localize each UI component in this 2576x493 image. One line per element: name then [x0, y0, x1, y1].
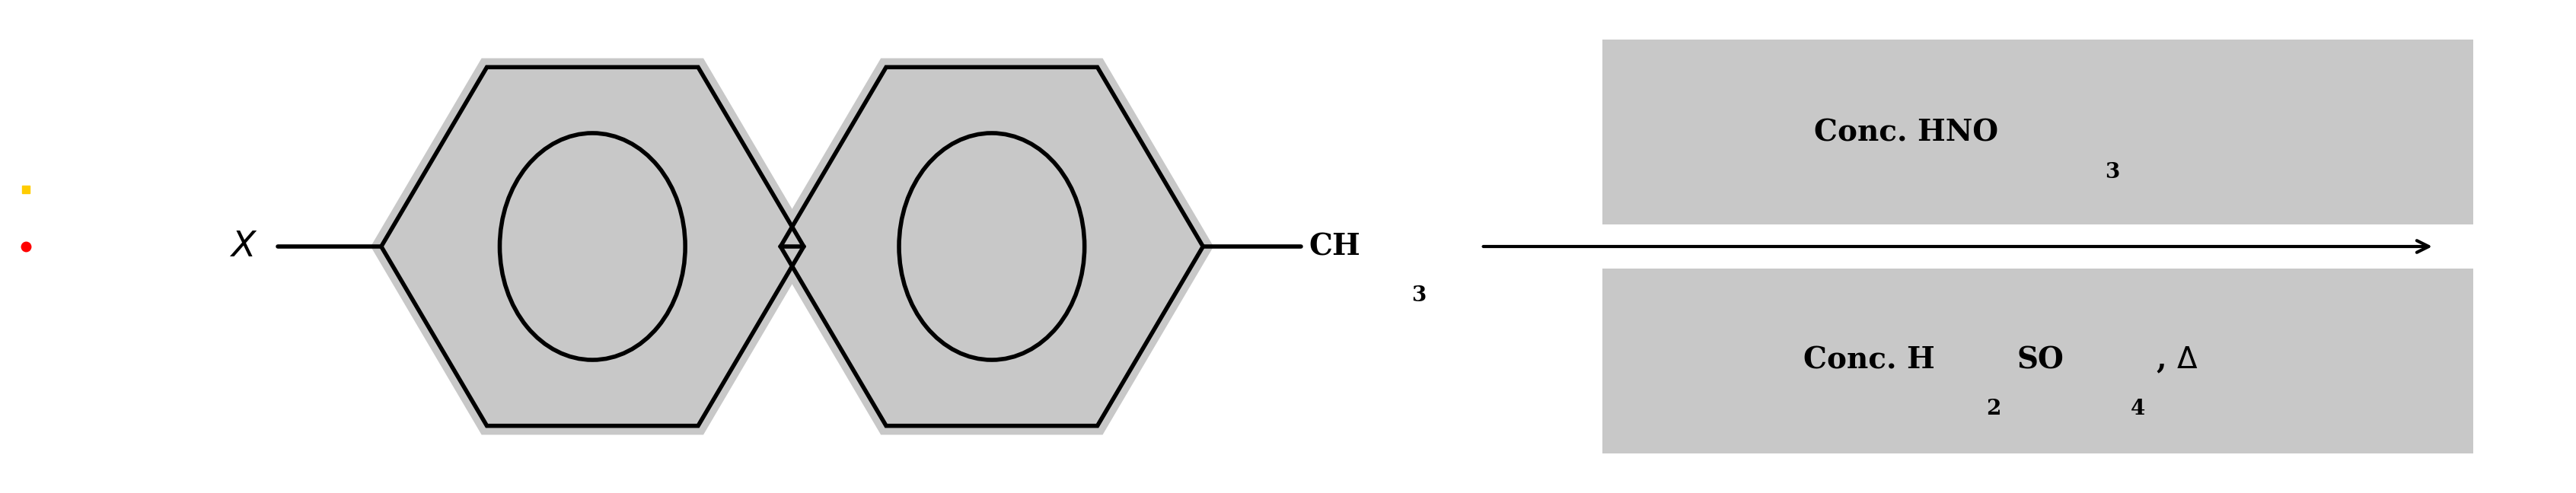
Text: , $\Delta$: , $\Delta$: [2156, 345, 2197, 375]
Text: Conc. H: Conc. H: [1803, 346, 1935, 374]
Polygon shape: [1602, 269, 2473, 454]
Text: $\mathit{X}$: $\mathit{X}$: [229, 229, 258, 264]
Polygon shape: [770, 58, 1213, 435]
Text: 3: 3: [2105, 162, 2120, 183]
Text: 4: 4: [2130, 399, 2146, 420]
Polygon shape: [371, 58, 814, 435]
Text: 2: 2: [1986, 399, 2002, 420]
Text: Conc. HNO: Conc. HNO: [1814, 119, 1999, 147]
Text: SO: SO: [2017, 346, 2063, 374]
Text: CH: CH: [1309, 232, 1360, 261]
Text: 3: 3: [1412, 285, 1427, 306]
Polygon shape: [1602, 39, 2473, 224]
